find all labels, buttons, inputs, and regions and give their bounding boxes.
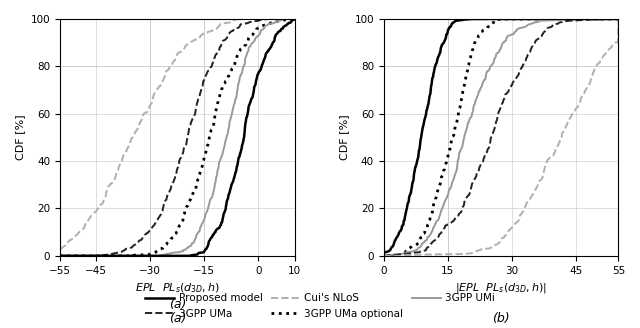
Y-axis label: CDF [%]: CDF [%] [339, 114, 349, 160]
Title: (a): (a) [168, 298, 186, 311]
Text: (a): (a) [168, 312, 186, 325]
X-axis label: $\mathit{EPL}\ \ \mathit{PL_s}(\mathit{d_{3D}},\mathit{h})$: $\mathit{EPL}\ \ \mathit{PL_s}(\mathit{d… [135, 281, 220, 295]
Text: (b): (b) [492, 312, 510, 325]
Legend: Proposed model, 3GPP UMa, Cui's NLoS, 3GPP UMa optional, 3GPP UMi: Proposed model, 3GPP UMa, Cui's NLoS, 3G… [141, 289, 499, 323]
X-axis label: $|\mathit{EPL}\ \ \mathit{PL_s}(\mathit{d_{3D}},\mathit{h})|$: $|\mathit{EPL}\ \ \mathit{PL_s}(\mathit{… [455, 281, 547, 295]
Y-axis label: CDF [%]: CDF [%] [15, 114, 25, 160]
